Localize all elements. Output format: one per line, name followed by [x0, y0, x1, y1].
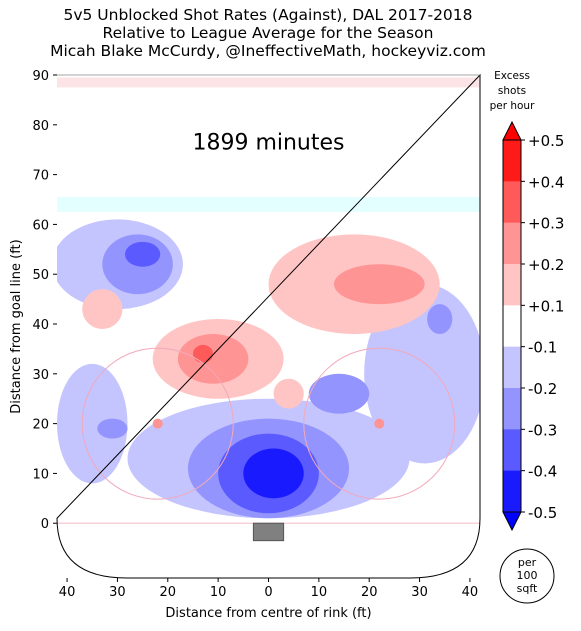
heatmap-region-9	[97, 418, 128, 439]
y-tick-label-9: 90	[32, 69, 49, 84]
colorbar-tick-label-2: +0.3	[528, 215, 564, 233]
colorbar-segment-3	[503, 264, 521, 306]
chart-title-line-1: 5v5 Unblocked Shot Rates (Against), DAL …	[63, 6, 473, 24]
colorbar-tick-label-1: +0.4	[528, 173, 564, 191]
unit-badge-circle	[499, 548, 555, 604]
heatmap-region-21	[374, 418, 385, 429]
y-tick-label-7: 70	[32, 169, 49, 184]
colorbar-segment-8	[503, 470, 521, 513]
heatmap-region-7	[124, 241, 161, 267]
x-tick-label-8: 40	[462, 585, 479, 600]
y-tick-label-8: 80	[32, 119, 49, 134]
blue-line-band	[57, 197, 480, 212]
heatmap-region-20	[152, 418, 163, 429]
colorbar-segment-1	[503, 181, 521, 224]
colorbar-segment-2	[503, 222, 521, 265]
colorbar-segment-5	[503, 346, 521, 389]
colorbar-tick-label-3: +0.2	[528, 256, 564, 274]
heatmap-region-11	[308, 373, 370, 414]
minutes-annotation: 1899 minutes	[192, 131, 344, 156]
faceoff-circle-1	[303, 347, 456, 500]
colorbar-tick-label-0: +0.5	[528, 132, 564, 150]
unit-badge-line-1: per	[518, 556, 537, 569]
y-tick-label-0: 0	[41, 517, 49, 532]
heatmap-region-14	[177, 333, 249, 384]
colorbar-tick-label-9: -0.5	[528, 504, 557, 522]
y-tick-label-1: 10	[32, 467, 49, 482]
chart-title-line-2: Relative to League Average for the Seaso…	[102, 24, 434, 42]
colorbar-extend-bottom	[502, 511, 522, 532]
end-boards-band	[57, 77, 480, 88]
goal-net	[252, 522, 285, 542]
colorbar-tick-label-7: -0.3	[528, 421, 557, 439]
colorbar-title-line-1: Excess	[494, 70, 530, 82]
colorbar-segment-4	[503, 305, 521, 348]
colorbar-tick-label-8: -0.4	[528, 463, 557, 481]
x-tick-label-3: 10	[210, 585, 227, 600]
colorbar-extend-top	[502, 120, 522, 141]
y-tick-label-3: 30	[32, 368, 49, 383]
colorbar-segment-6	[503, 388, 521, 430]
y-tick-label-5: 50	[32, 268, 49, 283]
colorbar-title-line-2: shots	[498, 85, 526, 97]
faceoff-circle-0	[81, 347, 234, 500]
x-tick-label-4: 0	[264, 585, 272, 600]
x-axis-label: Distance from centre of rink (ft)	[165, 606, 371, 621]
heatmap-region-17	[333, 264, 425, 305]
unit-badge-line-2: 100	[517, 569, 538, 582]
y-axis-label: Distance from goal line (ft)	[9, 239, 24, 413]
colorbar-tick-label-6: -0.2	[528, 380, 557, 398]
colorbar-segment-7	[503, 429, 521, 472]
x-tick-label-5: 10	[311, 585, 328, 600]
heatmap-region-4	[253, 455, 294, 491]
colorbar-tick-label-5: -0.1	[528, 339, 557, 357]
chart-title-line-3: Micah Blake McCurdy, @IneffectiveMath, h…	[50, 42, 486, 60]
colorbar-tick-label-4: +0.1	[528, 297, 564, 315]
heatmap-field	[57, 75, 480, 578]
unit-badge-line-3: sqft	[517, 582, 538, 595]
colorbar-frame	[502, 139, 522, 513]
x-tick-label-2: 20	[160, 585, 177, 600]
colorbar-title-line-3: per hour	[490, 100, 536, 112]
x-tick-label-7: 30	[411, 585, 428, 600]
y-tick-label-2: 20	[32, 418, 49, 433]
x-tick-label-1: 30	[109, 585, 126, 600]
heatmap-region-12	[427, 304, 453, 334]
heatmap-region-8	[57, 363, 128, 484]
x-tick-label-6: 20	[361, 585, 378, 600]
y-tick-label-4: 40	[32, 318, 49, 333]
y-tick-label-6: 60	[32, 218, 49, 233]
heatmap-region-15	[192, 344, 214, 363]
heatmap-region-18	[82, 289, 123, 329]
heatmap-region-19	[273, 378, 304, 409]
colorbar-segment-0	[503, 140, 521, 182]
x-tick-label-0: 40	[59, 585, 76, 600]
